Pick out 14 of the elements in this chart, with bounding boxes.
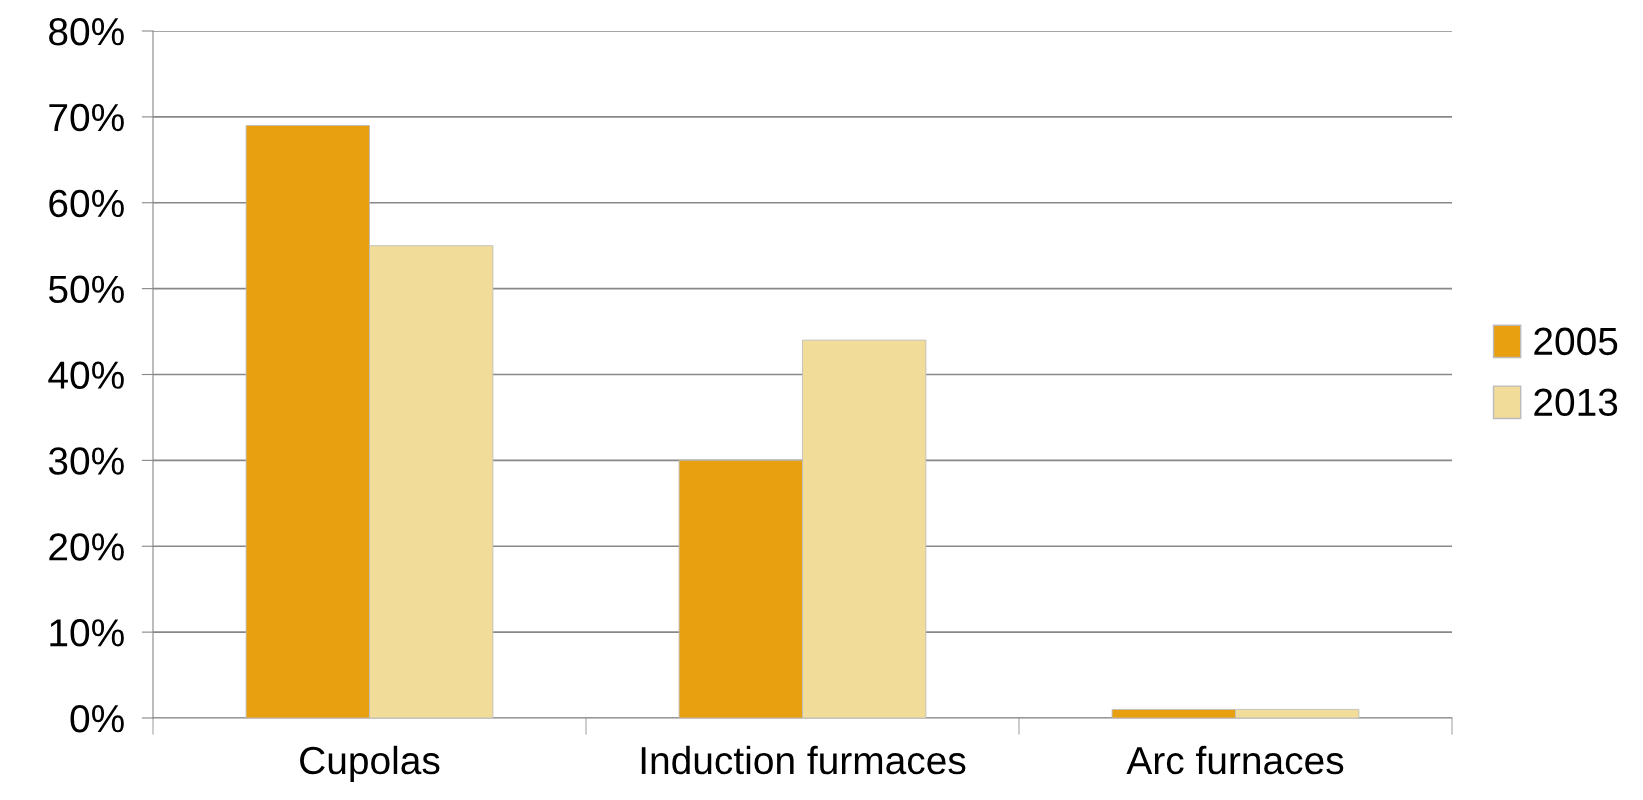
- y-tick-label: 70%: [49, 103, 124, 132]
- y-tick-label: 80%: [49, 17, 124, 46]
- y-tick-label: 40%: [48, 361, 124, 389]
- x-tick-label: Arc furnaces: [1126, 745, 1344, 775]
- y-tick-label: 30%: [48, 447, 124, 475]
- x-tick-label: Cupolas: [300, 745, 440, 783]
- x-tick-label: Induction furmaces: [641, 745, 966, 775]
- y-tick-label: 60%: [49, 189, 124, 218]
- y-tick-label: 0%: [70, 704, 124, 733]
- y-tick-label: 50%: [48, 275, 124, 304]
- y-tick-label: 20%: [49, 533, 124, 561]
- legend-label: 2013: [1534, 388, 1618, 417]
- legend-label: 2005: [1534, 327, 1618, 356]
- y-tick-label: 10%: [50, 619, 124, 647]
